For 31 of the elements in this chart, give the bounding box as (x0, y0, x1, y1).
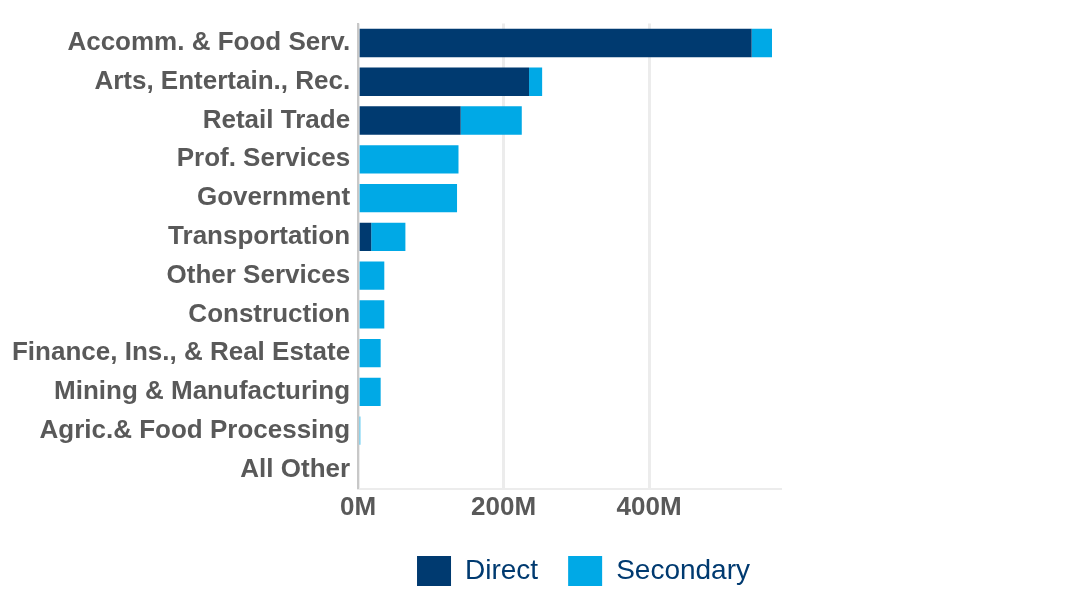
bar (359, 145, 459, 174)
bar (359, 183, 458, 213)
bar (359, 106, 461, 135)
y-tick-label: Agric.& Food Processing (39, 413, 351, 444)
legend-label: Direct (465, 553, 539, 585)
y-tick-label: All Other (240, 452, 351, 483)
y-tick-label: Construction (188, 297, 351, 328)
y-tick-label: Mining & Manufacturing (54, 375, 351, 406)
x-tick-label: 400M (616, 490, 682, 521)
bar (460, 106, 522, 135)
bar (359, 67, 530, 96)
bar (359, 338, 381, 368)
bar (359, 300, 385, 329)
y-tick-label: Transportation (168, 219, 351, 250)
y-tick-label: Prof. Services (176, 142, 351, 173)
bar (529, 67, 543, 96)
y-tick-label: Accomm. & Food Serv. (67, 26, 351, 57)
y-tick-label: Retail Trade (202, 103, 351, 134)
x-tick-label: 200M (471, 490, 537, 521)
bar (359, 261, 385, 290)
y-tick-label: Other Services (166, 258, 351, 289)
y-tick-label: Finance, Ins., & Real Estate (11, 336, 351, 367)
bar (359, 377, 381, 407)
bar (751, 28, 772, 58)
y-tick-label: Government (196, 181, 351, 212)
legend-label: Secondary (616, 553, 751, 585)
bar (359, 28, 752, 58)
bar (371, 222, 406, 251)
x-tick-label: 0M (340, 490, 377, 521)
y-tick-label: Arts, Entertain., Rec. (94, 64, 351, 95)
bar (359, 222, 372, 251)
